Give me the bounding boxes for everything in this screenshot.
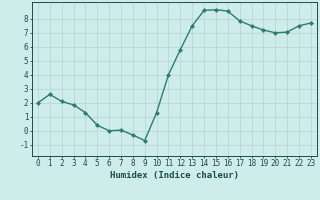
- X-axis label: Humidex (Indice chaleur): Humidex (Indice chaleur): [110, 171, 239, 180]
